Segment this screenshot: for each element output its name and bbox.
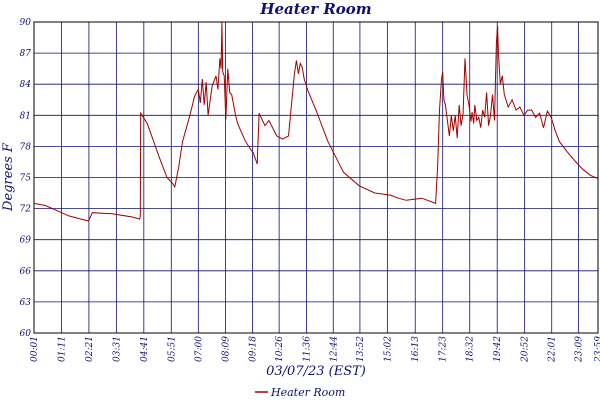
y-tick-label: 75 xyxy=(20,174,32,184)
x-tick-label: 12:44 xyxy=(329,336,339,362)
x-tick-labels: 00:01 01:11 02:21 03:31 04:41 05:51 07:00 08:09… xyxy=(30,336,600,363)
x-tick-label: 17:23 xyxy=(439,336,449,362)
y-tick-label: 84 xyxy=(20,80,32,90)
y-tick-label: 90 xyxy=(20,18,32,28)
x-tick-label: 02:21 xyxy=(85,336,95,362)
y-tick-labels: 60 63 66 69 72 75 78 81 84 87 90 xyxy=(20,18,32,339)
x-tick-label: 10:26 xyxy=(275,336,285,362)
y-tick-label: 72 xyxy=(20,205,32,215)
x-tick-label: 07:00 xyxy=(194,336,204,362)
y-tick-label: 63 xyxy=(20,298,32,308)
x-tick-label: 13:52 xyxy=(356,336,366,362)
y-tick-label: 69 xyxy=(20,236,32,246)
x-tick-label: 22:01 xyxy=(548,336,558,363)
series-line-heater-room xyxy=(33,21,599,222)
x-tick-label: 01:11 xyxy=(57,336,67,362)
x-tick-label: 04:41 xyxy=(140,336,150,362)
x-tick-label: 19:42 xyxy=(493,336,503,362)
y-tick-label: 78 xyxy=(20,142,32,152)
x-tick-label: 05:51 xyxy=(167,336,177,362)
x-axis-label: 03/07/23 (EST) xyxy=(266,364,366,379)
y-tick-label: 87 xyxy=(20,49,32,59)
gridlines xyxy=(33,21,599,334)
x-tick-label: 03:31 xyxy=(112,336,122,362)
x-tick-label: 20:52 xyxy=(521,336,531,363)
x-tick-label: 08:09 xyxy=(221,336,231,362)
y-axis-label: Degrees F xyxy=(1,142,16,212)
legend: Heater Room xyxy=(255,386,345,399)
x-tick-label: 23:09 xyxy=(574,336,584,363)
chart-title: Heater Room xyxy=(259,0,371,18)
y-tick-label: 81 xyxy=(20,111,31,121)
x-tick-label: 16:13 xyxy=(411,336,421,362)
x-tick-label: 15:02 xyxy=(383,336,393,362)
y-tick-label: 66 xyxy=(20,267,32,277)
x-tick-label: 09:18 xyxy=(248,336,258,362)
x-tick-label: 18:32 xyxy=(466,336,476,362)
plot-area-border xyxy=(33,21,599,334)
x-tick-label: 23:59 xyxy=(594,336,600,363)
x-tick-label: 00:01 xyxy=(30,336,40,362)
x-tick-label: 11:36 xyxy=(303,336,313,362)
y-tick-label: 60 xyxy=(20,329,32,339)
legend-label: Heater Room xyxy=(270,386,345,399)
